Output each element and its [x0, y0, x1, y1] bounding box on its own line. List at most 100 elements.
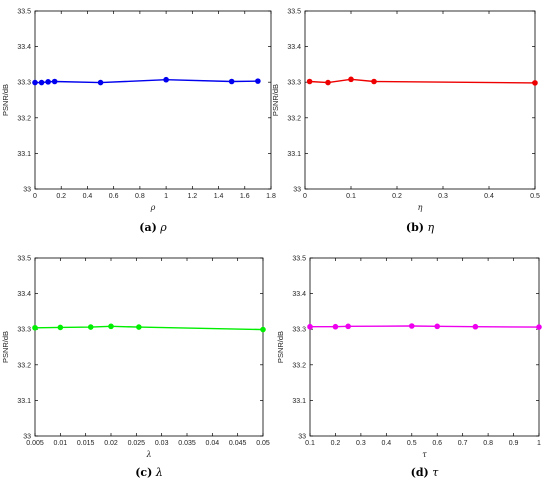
y-tick-label: 33.5 — [287, 9, 301, 16]
y-tick-label: 33.4 — [287, 44, 301, 51]
x-tick-label: 0.2 — [56, 193, 66, 200]
x-axis-label: ρ — [150, 203, 156, 212]
data-point — [532, 80, 538, 86]
data-point — [51, 78, 58, 85]
caption-tag: (a) — [139, 221, 157, 234]
data-point — [136, 324, 142, 330]
x-tick-label: 0.8 — [483, 440, 493, 447]
x-tick-label: 0.03 — [155, 440, 169, 447]
x-tick-label: 0.3 — [356, 440, 366, 447]
y-tick-label: 33 — [23, 434, 31, 441]
y-tick-label: 33.1 — [17, 398, 31, 405]
data-point — [45, 79, 51, 85]
y-tick-label: 33.4 — [292, 291, 306, 298]
y-tick-label: 33 — [23, 187, 31, 194]
panel-caption: (a) ρ — [139, 221, 167, 234]
x-tick-label: 0.4 — [83, 193, 93, 200]
x-tick-label: 0.1 — [305, 440, 315, 447]
plot-area — [309, 257, 540, 437]
x-tick-label: 0.05 — [256, 440, 270, 447]
caption-tag: (c) — [135, 466, 152, 479]
x-tick-label: 1.6 — [240, 193, 250, 200]
y-tick-label: 33.3 — [292, 327, 306, 334]
y-axis-label: PSNR/dB — [271, 84, 280, 116]
y-axis-label: PSNR/dB — [1, 331, 10, 363]
x-tick-label: 1 — [164, 193, 168, 200]
caption-symbol: λ — [155, 466, 163, 479]
x-tick-label: 0.4 — [484, 193, 494, 200]
x-tick-label: 0.2 — [392, 193, 402, 200]
data-point — [348, 76, 354, 83]
data-point — [260, 326, 266, 333]
plot-area — [34, 257, 264, 437]
x-tick-label: 0.04 — [206, 440, 220, 447]
data-point — [97, 79, 104, 86]
y-tick-label: 33.2 — [292, 362, 306, 369]
y-tick-label: 33.5 — [17, 9, 31, 16]
x-tick-label: 0.9 — [509, 440, 519, 447]
data-point — [228, 78, 235, 85]
x-tick-label: 0.015 — [77, 440, 95, 447]
data-point — [255, 78, 261, 84]
y-axis-label: PSNR/dB — [1, 84, 10, 116]
chart-panel-2: 0 0.1 0.2 0.3 0.4 0.5 33 33.1 33.2 33.3 33.4 33.5 PS… — [271, 9, 540, 235]
data-point — [87, 324, 94, 330]
data-point — [32, 324, 38, 331]
y-tick-label: 33.1 — [292, 398, 306, 405]
data-point — [108, 323, 114, 330]
chart-panel-3: 0.005 0.01 0.015 0.02 0.025 0.03 0.035 0.04 0.04… — [1, 256, 270, 480]
x-axis-label: τ — [422, 450, 427, 459]
y-tick-label: 33.5 — [17, 256, 31, 263]
x-tick-label: 0.4 — [381, 440, 391, 447]
plot-area — [304, 10, 536, 190]
x-tick-label: 0.025 — [128, 440, 146, 447]
y-tick-label: 33.3 — [17, 327, 31, 334]
caption-symbol: ρ — [159, 221, 167, 234]
x-tick-label: 0.005 — [26, 440, 44, 447]
data-point — [306, 78, 313, 85]
y-tick-label: 33.2 — [17, 362, 31, 369]
series-line — [34, 325, 264, 331]
plot-area — [34, 10, 272, 190]
data-point — [325, 79, 331, 86]
x-axis-label: λ — [145, 450, 151, 459]
x-tick-label: 0.6 — [432, 440, 442, 447]
data-point — [332, 323, 339, 330]
x-tick-label: 0.045 — [229, 440, 247, 447]
data-point — [307, 323, 313, 330]
chart-panel-4: 0.1 0.2 0.3 0.4 0.5 0.6 0.7 0.8 0.9 1 33 33.1 33.2 33… — [276, 256, 542, 479]
data-point — [408, 323, 415, 329]
caption-tag: (b) — [406, 221, 424, 234]
x-tick-label: 0.1 — [346, 193, 356, 200]
x-tick-label: 0 — [33, 193, 37, 200]
x-tick-label: 0.7 — [458, 440, 468, 447]
x-tick-label: 1.4 — [214, 193, 224, 200]
x-tick-label: 0.5 — [530, 193, 540, 200]
x-tick-label: 1.8 — [266, 193, 276, 200]
y-tick-label: 33.4 — [17, 44, 31, 51]
y-tick-label: 33.1 — [17, 151, 31, 158]
x-tick-label: 0.6 — [109, 193, 119, 200]
x-tick-label: 0.035 — [178, 440, 196, 447]
panel-caption: (b) η — [406, 221, 435, 234]
x-tick-label: 1.2 — [187, 193, 197, 200]
x-tick-label: 0.5 — [407, 440, 417, 447]
x-tick-label: 0 — [303, 193, 307, 200]
x-tick-label: 0.01 — [54, 440, 68, 447]
y-tick-label: 33.1 — [287, 151, 301, 158]
y-tick-label: 33.3 — [287, 80, 301, 87]
x-tick-label: 0.02 — [104, 440, 118, 447]
y-tick-label: 33.2 — [287, 115, 301, 122]
data-point — [57, 324, 64, 331]
data-point — [536, 324, 542, 330]
data-point — [472, 323, 479, 330]
panel-caption: (d) τ — [411, 466, 440, 479]
x-tick-label: 0.8 — [135, 193, 145, 200]
data-point — [38, 79, 45, 86]
x-tick-label: 0.3 — [438, 193, 448, 200]
caption-tag: (d) — [411, 466, 429, 479]
data-point — [32, 79, 38, 86]
x-tick-label: 0.2 — [331, 440, 341, 447]
y-tick-label: 33.4 — [17, 291, 31, 298]
